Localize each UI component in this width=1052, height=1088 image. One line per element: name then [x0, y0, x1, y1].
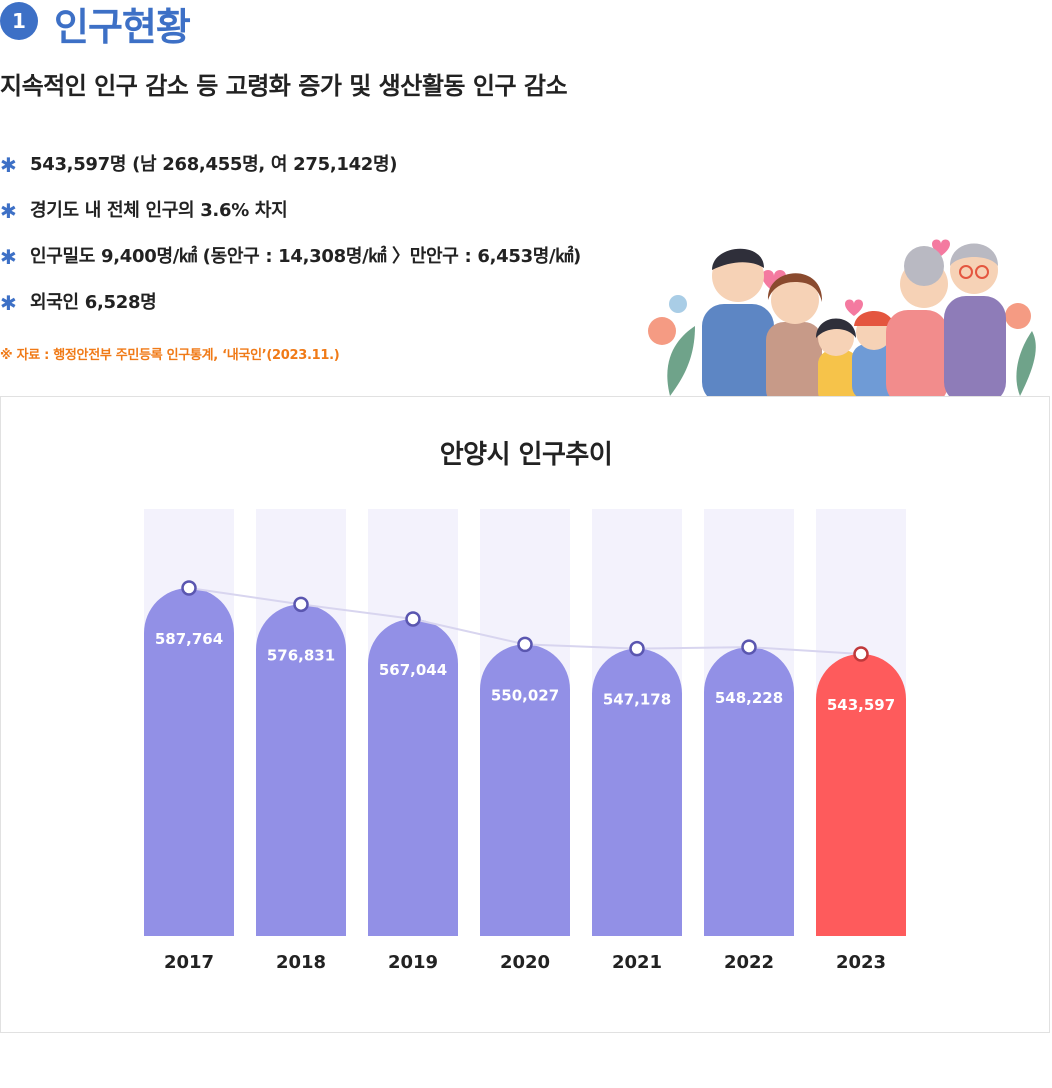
bar	[368, 618, 458, 936]
page-title: 인구현황	[54, 5, 191, 49]
bar	[144, 588, 234, 936]
bar	[256, 604, 346, 936]
bar	[480, 644, 570, 936]
x-tick-label: 2020	[500, 952, 550, 973]
asterisk-icon: ✱	[0, 245, 17, 269]
asterisk-icon: ✱	[0, 153, 17, 177]
bar	[704, 647, 794, 936]
data-label: 550,027	[491, 686, 559, 704]
x-tick-label: 2018	[276, 952, 326, 973]
data-label: 543,597	[827, 696, 895, 714]
bar	[592, 648, 682, 936]
family-illustration	[648, 239, 1036, 408]
x-tick-label: 2023	[836, 952, 886, 973]
data-label: 587,764	[155, 630, 223, 648]
data-point	[405, 611, 421, 627]
x-tick-label: 2021	[612, 952, 662, 973]
stat-item-share: ✱ 경기도 내 전체 인구의 3.6% 차지	[0, 196, 581, 242]
stats-list: ✱ 543,597명 (남 268,455명, 여 275,142명) ✱ 경기도 …	[0, 150, 581, 334]
stat-text: 인구밀도 9,400명/㎢ (동안구 : 14,308명/㎢ 〉만안구 : 6,…	[30, 246, 581, 267]
bar	[816, 654, 906, 936]
data-point	[629, 640, 645, 657]
data-label: 576,831	[267, 646, 335, 664]
data-label: 547,178	[603, 691, 671, 709]
x-tick-label: 2022	[724, 952, 774, 973]
x-tick-label: 2019	[388, 952, 438, 973]
stat-text: 경기도 내 전체 인구의 3.6% 차지	[30, 200, 288, 221]
stat-item-density: ✱ 인구밀도 9,400명/㎢ (동안구 : 14,308명/㎢ 〉만안구 : 6…	[0, 242, 581, 288]
stat-text: 543,597명 (남 268,455명, 여 275,142명)	[30, 154, 398, 175]
data-point	[293, 596, 309, 613]
data-point	[853, 646, 869, 662]
stat-text: 외국인 6,528명	[30, 292, 157, 313]
source-note: ※ 자료 : 행정안전부 주민등록 인구통계, ‘내국인’(2023.11.)	[0, 348, 340, 363]
section-number-badge: 1	[0, 2, 38, 40]
asterisk-icon: ✱	[0, 291, 17, 315]
data-point	[517, 636, 533, 653]
data-point	[181, 580, 197, 596]
page-subtitle: 지속적인 인구 감소 등 고령화 증가 및 생산활동 인구 감소	[0, 72, 568, 100]
x-tick-label: 2017	[164, 952, 214, 973]
data-label: 567,044	[379, 661, 447, 679]
stat-item-population: ✱ 543,597명 (남 268,455명, 여 275,142명)	[0, 150, 581, 196]
data-label: 548,228	[715, 689, 783, 707]
chart-title: 안양시 인구추이	[439, 440, 613, 470]
stat-item-foreigners: ✱ 외국인 6,528명	[0, 288, 581, 334]
data-point	[741, 639, 757, 655]
asterisk-icon: ✱	[0, 199, 17, 223]
